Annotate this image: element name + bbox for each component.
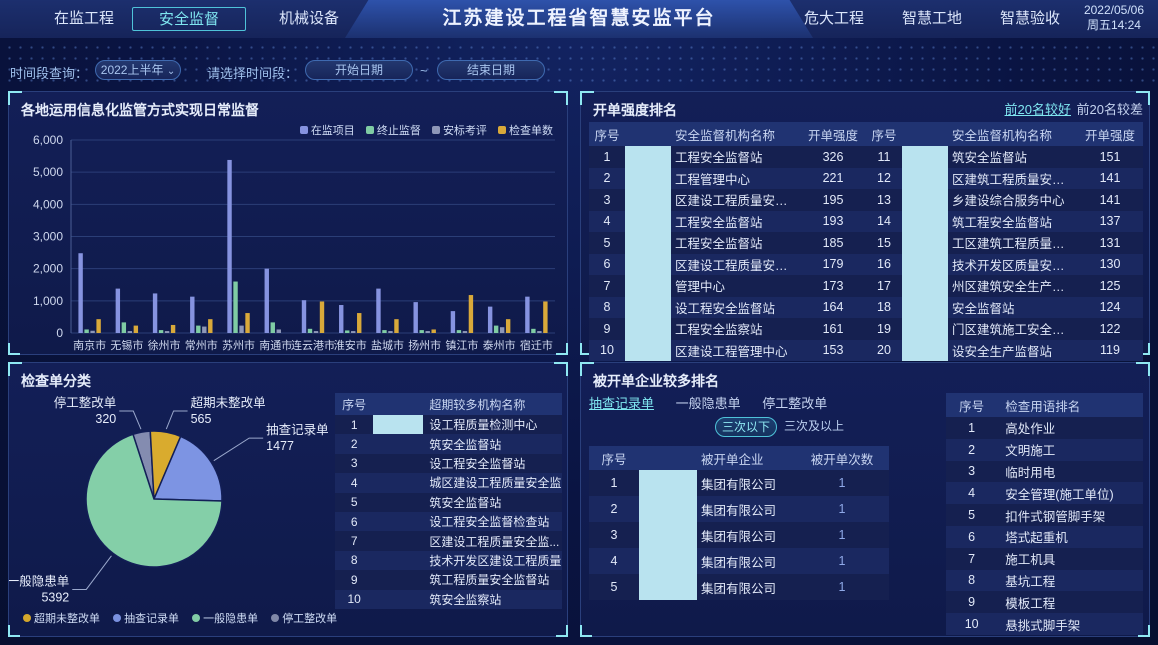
svg-text:抽查记录单: 抽查记录单 — [266, 423, 329, 437]
svg-text:徐州市: 徐州市 — [148, 338, 181, 352]
svg-text:2,000: 2,000 — [33, 262, 63, 276]
svg-text:连云港市: 连云港市 — [291, 338, 335, 352]
svg-text:6,000: 6,000 — [33, 134, 63, 147]
svg-text:宿迁市: 宿迁市 — [520, 338, 553, 352]
svg-text:一般隐患单: 一般隐患单 — [9, 573, 69, 588]
svg-text:320: 320 — [95, 412, 116, 426]
svg-text:扬州市: 扬州市 — [408, 338, 441, 352]
svg-text:565: 565 — [191, 412, 212, 426]
svg-text:苏州市: 苏州市 — [222, 338, 255, 352]
svg-text:常州市: 常州市 — [185, 338, 218, 352]
svg-text:1477: 1477 — [266, 439, 294, 453]
svg-text:5392: 5392 — [41, 590, 69, 604]
svg-text:3,000: 3,000 — [33, 230, 63, 244]
svg-text:南京市: 南京市 — [73, 338, 106, 352]
svg-text:停工整改单: 停工整改单 — [54, 395, 117, 410]
svg-text:1,000: 1,000 — [33, 294, 63, 308]
svg-text:0: 0 — [56, 326, 63, 340]
svg-text:南通市: 南通市 — [259, 338, 292, 352]
svg-text:4,000: 4,000 — [33, 197, 63, 211]
svg-text:镇江市: 镇江市 — [445, 338, 478, 352]
svg-text:泰州市: 泰州市 — [483, 338, 516, 352]
svg-text:5,000: 5,000 — [33, 165, 63, 179]
svg-text:无锡市: 无锡市 — [110, 338, 143, 352]
svg-text:淮安市: 淮安市 — [334, 338, 367, 352]
svg-text:超期未整改单: 超期未整改单 — [191, 395, 266, 410]
svg-text:盐城市: 盐城市 — [371, 338, 404, 352]
